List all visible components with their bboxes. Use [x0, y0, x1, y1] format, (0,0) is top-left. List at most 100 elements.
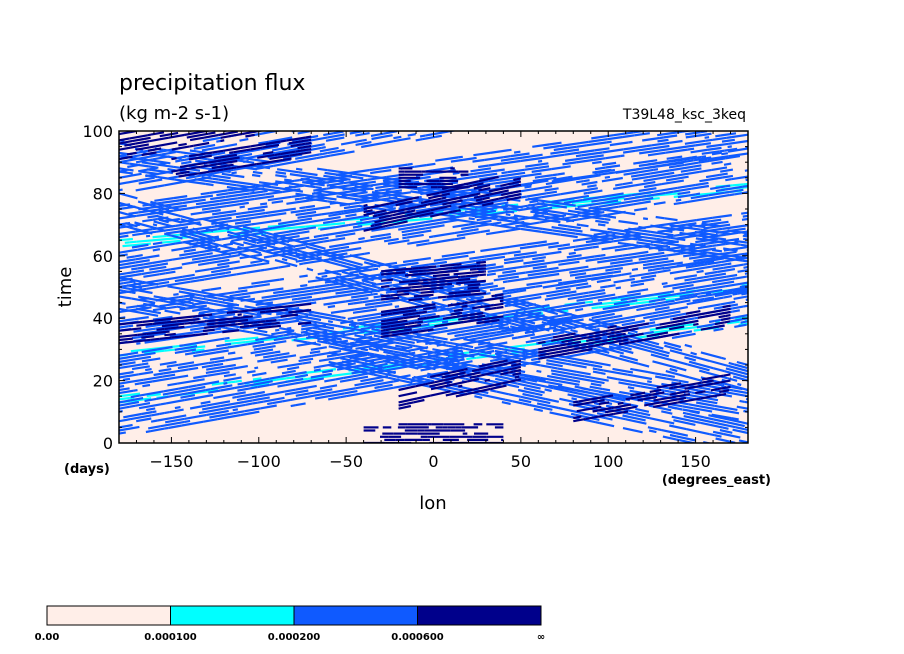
precip-streak — [459, 353, 475, 358]
precip-streak — [575, 320, 581, 325]
precip-streak — [623, 98, 635, 100]
precip-streak — [372, 342, 383, 347]
precip-streak — [299, 183, 316, 189]
precip-streak — [548, 384, 553, 388]
precip-streak — [717, 268, 736, 274]
precip-streak — [207, 372, 221, 377]
precip-streak — [657, 293, 677, 299]
precip-streak — [488, 162, 501, 167]
precip-streak — [328, 396, 341, 401]
precip-streak — [709, 157, 726, 162]
precip-streak — [220, 156, 240, 162]
precip-streak — [555, 92, 565, 94]
precip-streak — [151, 168, 166, 173]
precip-streak — [563, 200, 577, 205]
colorbar-swatch — [293, 605, 418, 626]
precip-streak — [424, 221, 440, 227]
precip-streak — [668, 163, 685, 169]
precip-streak — [219, 362, 224, 366]
precip-streak — [546, 212, 565, 218]
precip-streak — [481, 323, 487, 327]
precip-streak — [131, 137, 145, 143]
precip-streak — [134, 316, 149, 321]
precip-streak — [623, 194, 647, 201]
precip-streak — [393, 137, 411, 143]
precip-streak — [591, 271, 614, 277]
precip-streak — [557, 105, 580, 109]
precip-streak — [568, 315, 575, 319]
precip-streak — [191, 256, 209, 261]
precip-streak — [699, 48, 721, 52]
precip-streak — [263, 396, 285, 403]
precip-streak — [676, 56, 696, 60]
precip-streak — [688, 360, 714, 370]
precip-streak — [682, 405, 694, 410]
precip-streak — [210, 286, 222, 291]
precip-streak — [146, 278, 168, 284]
precip-streak — [692, 322, 699, 326]
precip-streak — [272, 400, 283, 405]
precip-streak — [220, 386, 235, 392]
precip-streak — [567, 318, 576, 323]
precip-streak — [464, 299, 481, 305]
precip-streak — [522, 402, 530, 407]
precip-streak — [688, 376, 703, 382]
precip-streak — [462, 156, 477, 161]
precip-streak — [279, 277, 285, 281]
precip-streak — [171, 145, 190, 151]
precip-streak — [607, 230, 625, 236]
precip-streak — [426, 315, 440, 319]
precip-streak — [653, 186, 678, 193]
precip-streak — [378, 214, 393, 220]
precip-streak — [174, 276, 195, 283]
precip-streak — [669, 290, 675, 294]
precip-streak — [580, 236, 594, 241]
precip-streak — [683, 79, 690, 80]
precip-streak — [466, 180, 479, 185]
precip-streak — [617, 401, 624, 405]
precip-streak — [434, 321, 458, 328]
precip-streak — [631, 267, 639, 271]
precip-streak — [154, 197, 174, 202]
precip-streak — [211, 229, 232, 233]
precip-streak — [569, 348, 593, 355]
precip-streak — [307, 341, 321, 346]
precip-streak — [184, 413, 207, 420]
precip-streak — [741, 211, 748, 215]
precip-streak — [339, 378, 352, 383]
precip-streak — [149, 136, 170, 143]
precip-streak — [574, 333, 589, 338]
precip-streak — [282, 236, 305, 245]
precip-streak — [520, 84, 541, 88]
precip-streak — [294, 246, 306, 251]
precip-streak — [190, 166, 197, 170]
precip-streak — [572, 148, 580, 152]
precip-streak — [386, 131, 388, 132]
precip-streak — [576, 406, 596, 413]
precip-streak — [526, 285, 536, 290]
precip-streak — [728, 152, 748, 158]
precip-streak — [362, 329, 382, 335]
precip-streak — [301, 325, 320, 331]
precip-streak — [347, 336, 365, 343]
precip-streak — [727, 229, 748, 235]
precip-streak — [620, 298, 627, 302]
precip-streak — [482, 393, 506, 401]
precip-streak — [305, 204, 316, 209]
precip-streak — [219, 324, 226, 328]
precip-streak — [123, 289, 133, 294]
precip-streak — [492, 221, 502, 225]
precip-streak — [461, 362, 480, 369]
precip-streak — [513, 313, 521, 318]
precip-streak — [168, 133, 185, 139]
precip-streak — [383, 310, 392, 315]
precip-streak — [145, 330, 170, 336]
precip-streak — [213, 393, 236, 400]
precip-streak — [678, 381, 702, 388]
precip-streak — [119, 211, 136, 218]
precip-streak — [241, 246, 246, 251]
precip-streak — [470, 220, 495, 227]
chart-title: precipitation flux — [119, 71, 305, 96]
precip-streak — [313, 192, 327, 197]
precip-streak — [511, 336, 519, 340]
